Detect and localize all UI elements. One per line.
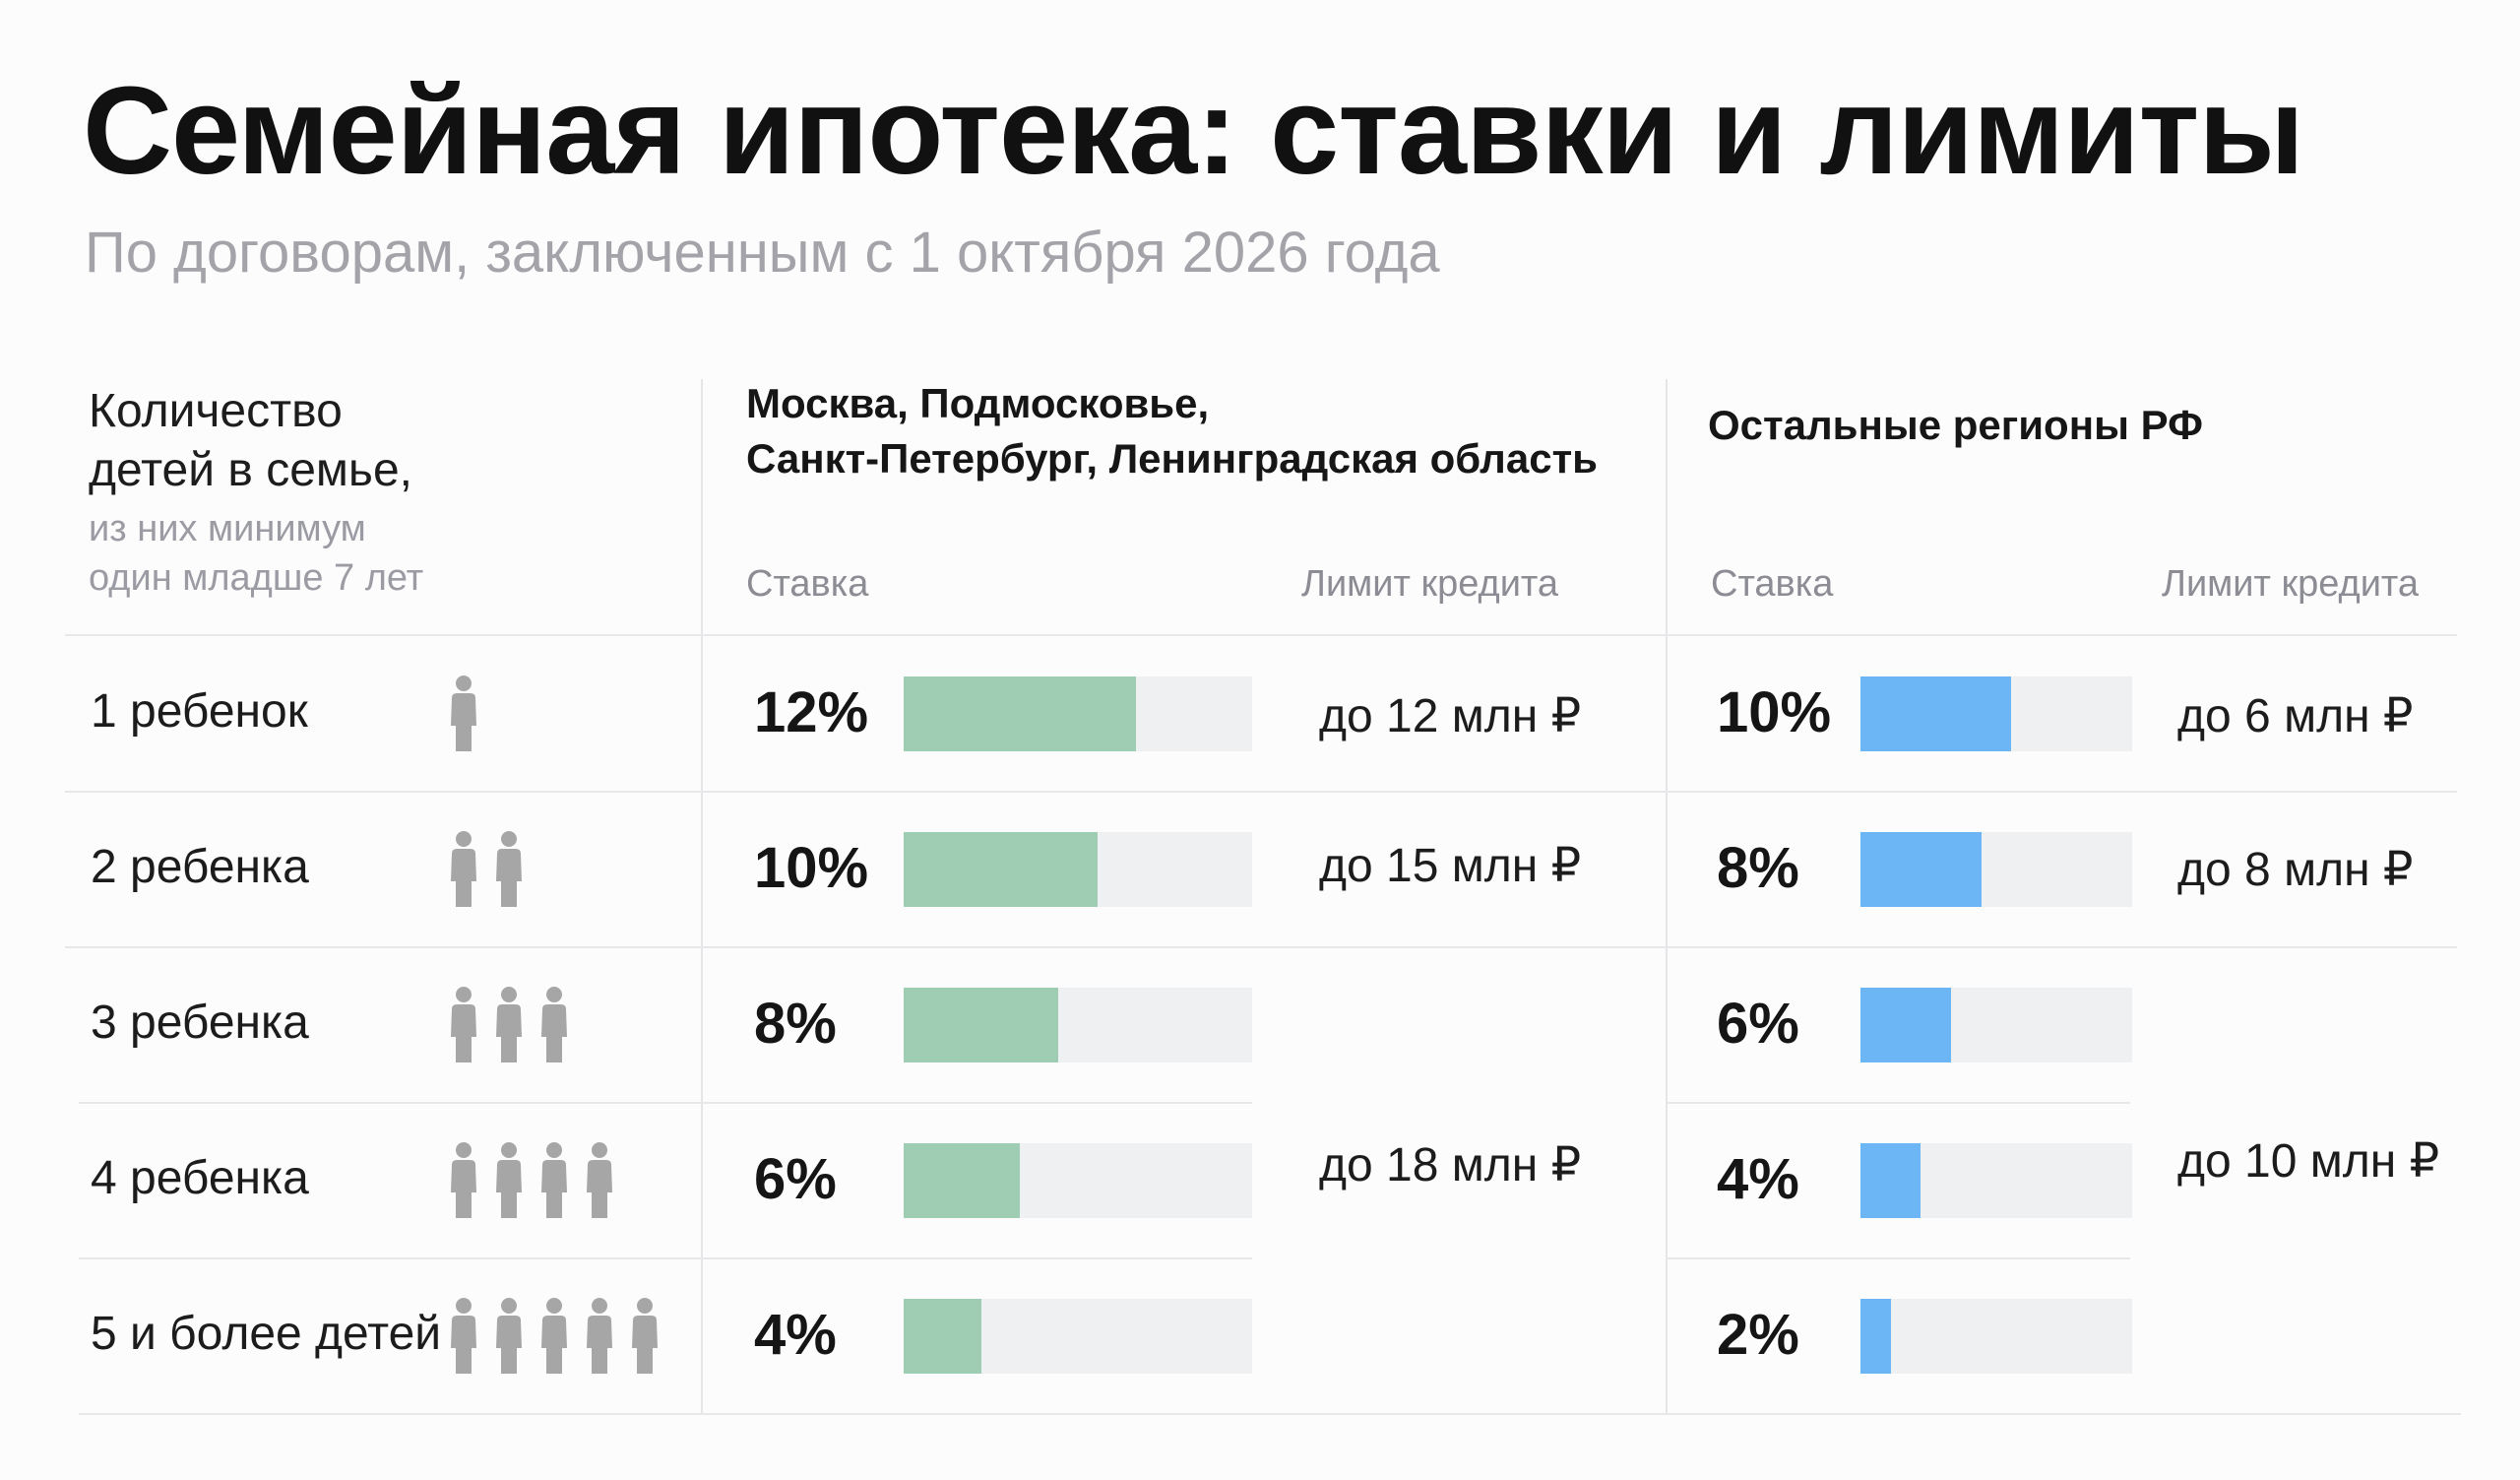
rate-bar-other [1860, 988, 1951, 1062]
region-header-other: Остальные регионы РФ [1708, 398, 2203, 453]
rate-value-other: 4% [1717, 1147, 1799, 1211]
rate-value-moscow: 4% [754, 1303, 837, 1367]
rate-value-moscow: 8% [754, 992, 837, 1056]
person-icon [628, 1297, 662, 1374]
rate-header-other: Ставка [1711, 563, 1834, 605]
rate-value-other: 6% [1717, 992, 1799, 1056]
person-icon [537, 1297, 571, 1374]
row-label: 3 ребенка [91, 997, 309, 1049]
column-divider [1666, 379, 1668, 1413]
rate-bar-other [1860, 832, 1982, 907]
row-header-note1: из них минимум [89, 508, 366, 549]
row-header-note2: один младше 7 лет [89, 557, 424, 599]
children-icons [447, 675, 480, 751]
person-icon [492, 830, 526, 907]
rate-bar-track-moscow [904, 1143, 1252, 1218]
row-separator [65, 946, 2457, 948]
rate-bar-track-moscow [904, 676, 1252, 751]
row-separator [79, 1413, 2461, 1415]
page-title: Семейная ипотека: ставки и лимиты [83, 61, 2304, 200]
rate-bar-other [1860, 1143, 1922, 1218]
rate-bar-other [1860, 676, 2012, 751]
person-icon [492, 986, 526, 1062]
person-icon [447, 830, 480, 907]
row-header: Количество детей в семье, из них минимум… [89, 382, 423, 603]
limit-moscow-3: до 18 млн ₽ [1319, 1139, 1582, 1191]
person-icon [583, 1297, 616, 1374]
limit-header-other: Лимит кредита [2162, 563, 2420, 605]
rate-bar-moscow [904, 676, 1136, 751]
rate-bar-moscow [904, 1143, 1020, 1218]
rate-value-moscow: 10% [754, 836, 869, 900]
person-icon [492, 1141, 526, 1218]
person-icon [447, 1141, 480, 1218]
rate-value-moscow: 6% [754, 1147, 837, 1211]
row-separator [65, 791, 2457, 793]
person-icon [583, 1141, 616, 1218]
limit-other-2: до 8 млн ₽ [2177, 844, 2414, 896]
region-header-moscow: Москва, Подмосковье, Санкт-Петербург, Ле… [746, 376, 1598, 486]
person-icon [447, 986, 480, 1062]
rate-bar-moscow [904, 832, 1098, 907]
rate-bar-track-other [1860, 1299, 2132, 1374]
row-label: 5 и более детей [91, 1308, 442, 1360]
rate-bar-moscow [904, 988, 1059, 1062]
person-icon [447, 675, 480, 751]
rate-header-moscow: Ставка [746, 563, 869, 605]
rate-value-other: 8% [1717, 836, 1799, 900]
row-separator [1668, 1257, 2130, 1259]
row-separator [79, 1257, 1252, 1259]
header-separator [65, 634, 2457, 636]
rate-bar-moscow [904, 1299, 981, 1374]
rate-bar-other [1860, 1299, 1891, 1374]
children-icons [447, 1141, 616, 1218]
rate-bar-track-other [1860, 676, 2132, 751]
children-icons [447, 1297, 662, 1374]
column-divider [701, 379, 703, 1413]
row-header-line2: детей в семье, [89, 444, 412, 496]
rate-bar-track-other [1860, 988, 2132, 1062]
rate-bar-track-moscow [904, 832, 1252, 907]
row-label: 4 ребенка [91, 1152, 309, 1204]
row-separator [79, 1102, 1252, 1104]
children-icons [447, 830, 526, 907]
person-icon [492, 1297, 526, 1374]
limit-other-1: до 6 млн ₽ [2177, 690, 2414, 742]
rate-value-other: 2% [1717, 1303, 1799, 1367]
person-icon [537, 986, 571, 1062]
row-label: 1 ребенок [91, 685, 308, 738]
children-icons [447, 986, 571, 1062]
row-separator [1668, 1102, 2130, 1104]
region-name-line1: Москва, Подмосковье, [746, 380, 1210, 426]
rate-value-moscow: 12% [754, 680, 869, 744]
rate-bar-track-moscow [904, 1299, 1252, 1374]
limit-other-3: до 10 млн ₽ [2177, 1135, 2440, 1188]
person-icon [447, 1297, 480, 1374]
row-header-line1: Количество [89, 385, 343, 437]
page-subtitle: По договорам, заключенным с 1 октября 20… [85, 221, 1440, 285]
rate-value-other: 10% [1717, 680, 1832, 744]
rate-bar-track-moscow [904, 988, 1252, 1062]
person-icon [537, 1141, 571, 1218]
region-name-line2: Санкт-Петербург, Ленинградская область [746, 435, 1598, 482]
limit-moscow-2: до 15 млн ₽ [1319, 840, 1582, 892]
region-name-line1: Остальные регионы РФ [1708, 402, 2203, 448]
row-label: 2 ребенка [91, 841, 309, 893]
limit-header-moscow: Лимит кредита [1301, 563, 1559, 605]
rate-bar-track-other [1860, 1143, 2132, 1218]
limit-moscow-1: до 12 млн ₽ [1319, 690, 1582, 742]
rate-bar-track-other [1860, 832, 2132, 907]
